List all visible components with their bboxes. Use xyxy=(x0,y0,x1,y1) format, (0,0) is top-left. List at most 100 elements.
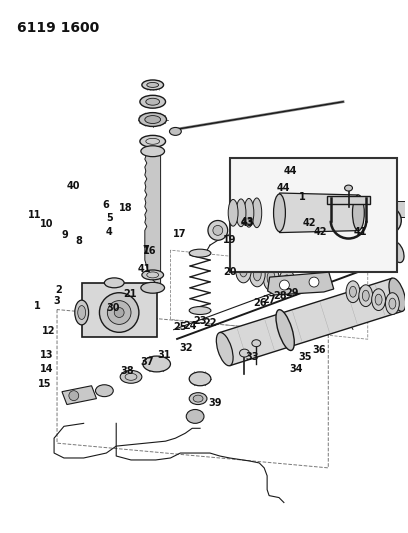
Polygon shape xyxy=(220,278,403,366)
Ellipse shape xyxy=(389,298,396,309)
Circle shape xyxy=(309,277,319,287)
Text: 39: 39 xyxy=(208,398,222,408)
Text: 2: 2 xyxy=(55,285,62,295)
Text: 40: 40 xyxy=(67,181,80,191)
Ellipse shape xyxy=(263,265,279,290)
Ellipse shape xyxy=(233,232,242,248)
Text: 1: 1 xyxy=(299,192,306,202)
Bar xyxy=(397,201,407,216)
Ellipse shape xyxy=(228,199,238,226)
Ellipse shape xyxy=(252,340,261,346)
Text: 42: 42 xyxy=(313,227,327,237)
Ellipse shape xyxy=(239,263,247,277)
Text: 10: 10 xyxy=(40,219,54,229)
Text: 21: 21 xyxy=(123,289,136,300)
Ellipse shape xyxy=(244,198,254,227)
Ellipse shape xyxy=(362,290,369,301)
Text: 16: 16 xyxy=(143,246,156,256)
Ellipse shape xyxy=(267,271,275,285)
Text: 31: 31 xyxy=(157,350,171,360)
Ellipse shape xyxy=(75,300,89,325)
Text: 14: 14 xyxy=(40,365,53,374)
Circle shape xyxy=(69,391,79,401)
Polygon shape xyxy=(62,386,96,405)
Text: 29: 29 xyxy=(285,288,299,298)
Text: 44: 44 xyxy=(284,166,297,175)
Circle shape xyxy=(114,308,124,318)
Ellipse shape xyxy=(139,112,166,126)
Text: 25: 25 xyxy=(173,322,186,332)
Text: 9: 9 xyxy=(62,230,69,240)
Text: 13: 13 xyxy=(40,350,53,360)
Text: 4: 4 xyxy=(106,227,113,237)
Bar xyxy=(327,196,370,204)
Bar xyxy=(82,283,157,337)
Text: 1: 1 xyxy=(33,301,40,311)
Ellipse shape xyxy=(142,270,164,280)
Ellipse shape xyxy=(189,306,211,314)
Ellipse shape xyxy=(350,286,357,297)
Polygon shape xyxy=(145,153,161,285)
Ellipse shape xyxy=(141,146,164,157)
Text: 3: 3 xyxy=(54,296,60,306)
Circle shape xyxy=(279,280,289,290)
Text: 5: 5 xyxy=(106,213,113,223)
Ellipse shape xyxy=(239,349,249,357)
Text: 32: 32 xyxy=(179,343,193,353)
Text: 42: 42 xyxy=(303,218,316,228)
Polygon shape xyxy=(279,193,358,232)
Text: 41: 41 xyxy=(137,264,151,274)
Text: 34: 34 xyxy=(289,365,302,374)
Ellipse shape xyxy=(279,269,295,295)
Ellipse shape xyxy=(193,395,203,402)
Text: 19: 19 xyxy=(224,235,237,245)
Text: 18: 18 xyxy=(119,204,132,214)
Text: 20: 20 xyxy=(224,267,237,277)
Ellipse shape xyxy=(372,289,386,311)
Text: 43: 43 xyxy=(241,217,254,227)
Ellipse shape xyxy=(386,293,399,314)
Circle shape xyxy=(213,225,223,236)
Text: 33: 33 xyxy=(246,352,259,362)
Ellipse shape xyxy=(169,127,181,135)
Text: 36: 36 xyxy=(312,345,326,355)
Text: 28: 28 xyxy=(273,291,286,301)
Text: 6: 6 xyxy=(102,200,109,210)
Text: 15: 15 xyxy=(38,378,52,389)
Ellipse shape xyxy=(143,356,171,372)
Text: 44: 44 xyxy=(277,183,290,193)
Ellipse shape xyxy=(120,370,142,383)
Text: 35: 35 xyxy=(299,352,312,362)
Circle shape xyxy=(381,214,395,228)
Ellipse shape xyxy=(147,83,159,87)
Text: 41: 41 xyxy=(353,227,367,237)
Circle shape xyxy=(374,207,401,235)
Text: 23: 23 xyxy=(193,316,207,326)
Ellipse shape xyxy=(140,95,166,108)
Ellipse shape xyxy=(104,278,124,288)
Text: 7: 7 xyxy=(142,245,149,255)
Ellipse shape xyxy=(359,285,373,306)
Ellipse shape xyxy=(146,98,160,105)
Ellipse shape xyxy=(249,261,265,287)
Ellipse shape xyxy=(273,194,286,232)
Ellipse shape xyxy=(186,409,204,423)
Polygon shape xyxy=(268,272,334,295)
Text: 27: 27 xyxy=(262,295,276,305)
Ellipse shape xyxy=(145,116,161,124)
Ellipse shape xyxy=(252,198,262,228)
Ellipse shape xyxy=(375,294,382,305)
Ellipse shape xyxy=(189,249,211,257)
Circle shape xyxy=(100,293,139,332)
Ellipse shape xyxy=(276,310,294,351)
Text: 37: 37 xyxy=(140,358,153,367)
Ellipse shape xyxy=(189,393,207,405)
Ellipse shape xyxy=(353,195,364,231)
Ellipse shape xyxy=(406,201,408,215)
Text: 8: 8 xyxy=(76,236,83,246)
Bar xyxy=(230,158,397,272)
Ellipse shape xyxy=(142,80,164,90)
Ellipse shape xyxy=(78,305,86,319)
Text: 22: 22 xyxy=(203,318,217,328)
Text: 43: 43 xyxy=(241,218,254,228)
